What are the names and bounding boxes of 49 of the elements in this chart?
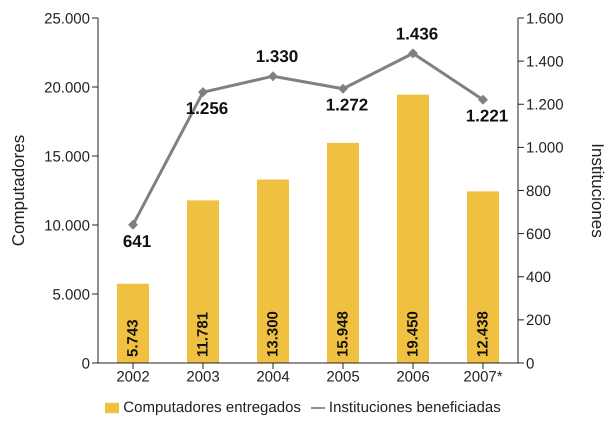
point [128,220,138,230]
y2-tick-label: 200 [526,312,552,330]
y-tick-label: 5.000 [52,286,90,304]
y-tick-label: 10.000 [44,217,90,234]
bar [467,191,499,363]
data-label: 641 [122,232,152,251]
bar [117,284,149,363]
bar [327,142,359,363]
x-tick-label: 2006 [396,368,430,386]
data-label: 19.450 [404,311,422,357]
y2-tick-label: 600 [526,226,552,243]
y2-tick-label: 400 [526,269,552,286]
point [408,48,418,58]
legend-label: Computadores entregados [123,399,301,416]
y-tick-label: 0 [82,355,90,372]
data-label: 1.221 [466,106,508,126]
x-tick-label: 2007* [463,368,503,386]
bar [257,179,289,363]
y2-tick-label: 0 [526,355,534,372]
point [478,94,488,105]
data-label: 5.743 [124,319,142,357]
data-label: 1.272 [326,96,368,115]
y-tick-label: 20.000 [44,79,90,96]
data-label: 15.948 [334,311,352,357]
bar [187,200,219,363]
y-tick-label: 15.000 [44,148,90,166]
x-tick-label: 2004 [256,368,290,386]
x-tick-label: 2003 [186,368,220,386]
y-tick-label: 25.000 [44,10,90,28]
x-tick-label: 2005 [326,368,360,386]
y2-tick-label: 1.200 [526,96,564,114]
x-tick-label: 2002 [116,368,150,386]
y-axis-title: Computadores [9,134,28,246]
y2-tick-label: 1.600 [526,10,564,28]
legend-label: Instituciones beneficiadas [328,399,501,416]
y2-tick-label: 1.000 [526,140,564,157]
y2-tick-label: 1.400 [526,53,564,70]
data-label: 13.300 [264,311,282,357]
bar [397,94,429,363]
y2-tick-label: 800 [526,182,552,200]
data-label: 1.330 [256,47,298,66]
data-label: 12.438 [474,311,492,357]
data-label: 1.256 [186,99,228,118]
point [268,71,278,82]
point [198,87,208,98]
data-label: 11.781 [194,312,212,357]
data-label: 1.436 [396,24,438,44]
y2-axis-title: Instituciones [588,143,607,238]
point [338,84,348,94]
